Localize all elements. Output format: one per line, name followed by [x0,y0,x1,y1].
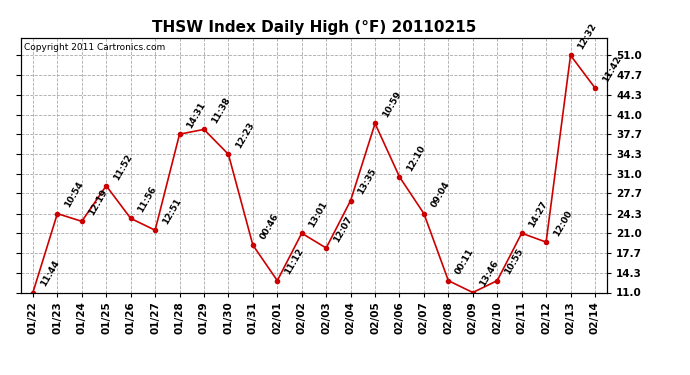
Text: 12:10: 12:10 [405,144,427,173]
Text: 13:46: 13:46 [478,259,500,288]
Text: 12:32: 12:32 [576,22,598,51]
Text: 13:35: 13:35 [356,167,378,196]
Text: 12:00: 12:00 [552,209,573,238]
Text: Copyright 2011 Cartronics.com: Copyright 2011 Cartronics.com [23,43,165,52]
Text: 00:46: 00:46 [259,212,280,241]
Text: 11:12: 11:12 [283,247,305,276]
Text: 12:19: 12:19 [88,188,110,217]
Text: 12:07: 12:07 [332,214,354,244]
Text: 13:01: 13:01 [307,200,329,229]
Text: 10:55: 10:55 [503,247,525,276]
Text: 09:04: 09:04 [429,180,451,210]
Text: 10:59: 10:59 [381,90,403,119]
Text: 11:56: 11:56 [136,185,158,214]
Text: 11:52: 11:52 [112,152,134,182]
Text: 11:42: 11:42 [600,54,622,84]
Text: 11:38: 11:38 [210,96,232,125]
Text: 14:27: 14:27 [527,200,549,229]
Title: THSW Index Daily High (°F) 20110215: THSW Index Daily High (°F) 20110215 [152,20,476,35]
Text: 14:31: 14:31 [185,100,207,130]
Text: 00:11: 00:11 [454,248,476,276]
Text: 11:44: 11:44 [39,259,61,288]
Text: 12:23: 12:23 [234,121,256,150]
Text: 10:54: 10:54 [63,180,85,210]
Text: 12:51: 12:51 [161,197,183,226]
